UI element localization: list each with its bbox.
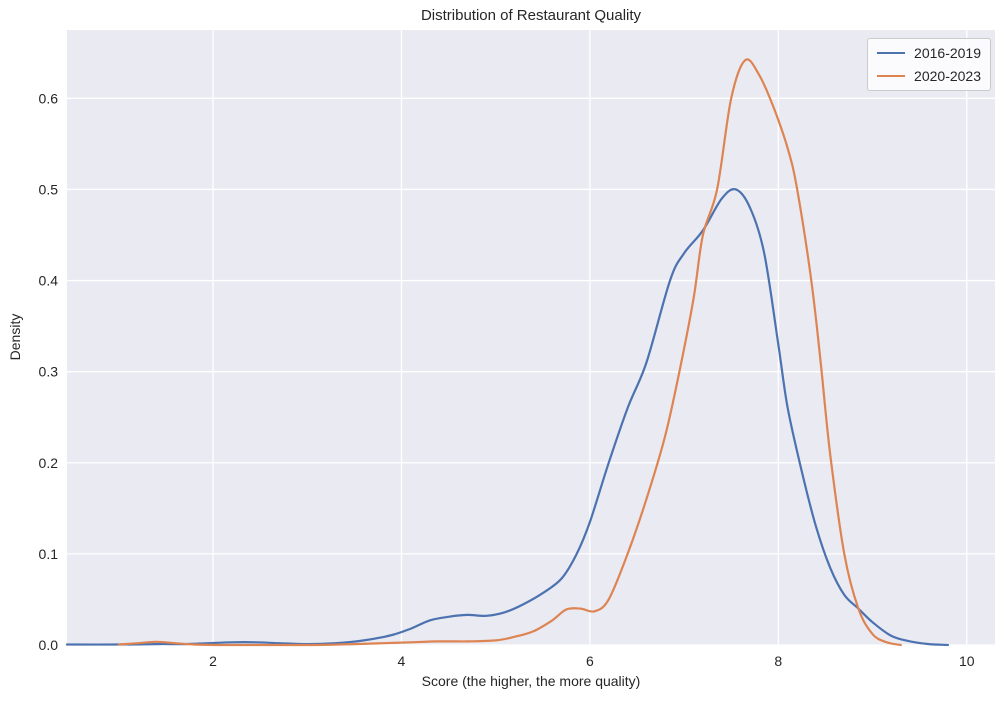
x-tick-label-2: 2 <box>209 653 217 669</box>
kde-curve-2016-2019 <box>65 187 949 647</box>
x-axis-label: Score (the higher, the more quality) <box>421 673 641 689</box>
y-tick-label-0.1: 0.1 <box>39 546 59 562</box>
x-tick-label-6: 6 <box>586 653 594 669</box>
y-tick-label-0.2: 0.2 <box>39 455 59 471</box>
y-tick-label-0.5: 0.5 <box>39 181 59 197</box>
x-tick-label-4: 4 <box>398 653 406 669</box>
legend-item-2016-2019: 2016-2019 <box>877 44 981 62</box>
legend-item-2020-2023: 2020-2023 <box>877 67 981 85</box>
y-tick-label-0.4: 0.4 <box>39 273 59 289</box>
kde-curve-2020-2023 <box>117 58 902 647</box>
legend: 2016-2019 2020-2023 <box>867 38 991 91</box>
legend-line-swatch-2020-2023 <box>877 75 906 77</box>
y-tick-label-0: 0.0 <box>39 637 59 653</box>
y-tick-label-0.3: 0.3 <box>39 364 59 380</box>
legend-label: 2016-2019 <box>914 45 981 61</box>
legend-line-swatch-2016-2019 <box>877 52 906 54</box>
y-tick-label-0.6: 0.6 <box>39 90 59 106</box>
legend-label: 2020-2023 <box>914 68 981 84</box>
axes-background <box>67 30 995 645</box>
y-axis-label: Density <box>7 313 23 361</box>
x-tick-label-8: 8 <box>774 653 782 669</box>
chart-title: Distribution of Restaurant Quality <box>420 7 642 24</box>
x-tick-label-10: 10 <box>959 653 975 669</box>
